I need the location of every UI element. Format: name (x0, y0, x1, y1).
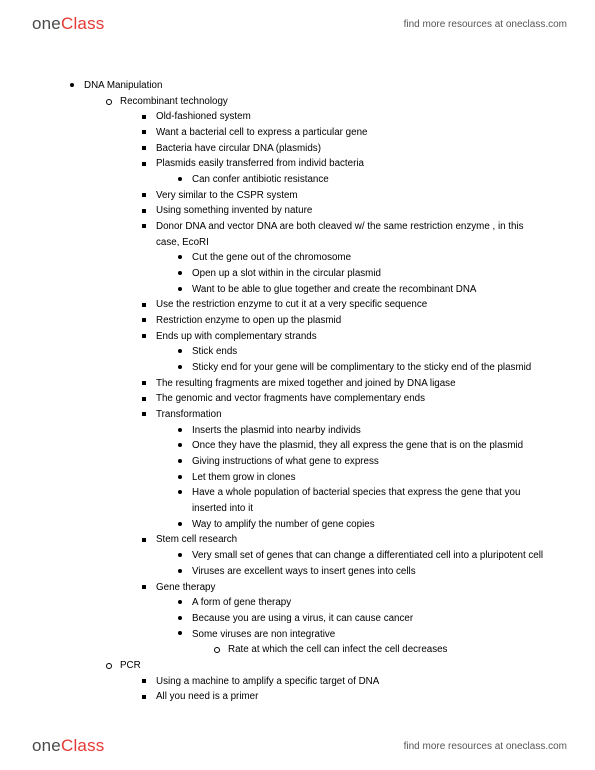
list-item: Once they have the plasmid, they all exp… (174, 438, 545, 454)
note-text: Inserts the plasmid into nearby individs (192, 425, 361, 436)
note-text: Use the restriction enzyme to cut it at … (156, 299, 427, 310)
note-text: Using a machine to amplify a specific ta… (156, 676, 379, 687)
list-item: Plasmids easily transferred from individ… (138, 156, 545, 187)
list-item: Sticky end for your gene will be complim… (174, 360, 545, 376)
section-title: DNA Manipulation (84, 80, 162, 91)
note-text: Can confer antibiotic resistance (192, 174, 329, 185)
subsection-title: PCR (120, 660, 141, 671)
note-text: Old-fashioned system (156, 111, 251, 122)
header-resource-link[interactable]: find more resources at oneclass.com (404, 19, 567, 30)
list-item: DNA Manipulation Recombinant technology … (66, 78, 545, 705)
page-header: oneClass find more resources at oneclass… (0, 14, 595, 34)
brand-part-one: one (32, 736, 61, 756)
list-item: Want a bacterial cell to express a parti… (138, 125, 545, 141)
note-text: Cut the gene out of the chromosome (192, 252, 351, 263)
list-item: Stick ends (174, 344, 545, 360)
note-text: Ends up with complementary strands (156, 331, 317, 342)
brand-part-class: Class (61, 736, 105, 756)
list-item: Have a whole population of bacterial spe… (174, 485, 545, 516)
list-item: Use the restriction enzyme to cut it at … (138, 297, 545, 313)
note-text: Plasmids easily transferred from individ… (156, 158, 364, 169)
note-text: Very similar to the CSPR system (156, 190, 298, 201)
note-text: Some viruses are non integrative (192, 629, 335, 640)
note-text: Sticky end for your gene will be complim… (192, 362, 531, 373)
footer-resource-link[interactable]: find more resources at oneclass.com (404, 741, 567, 752)
list-item: Restriction enzyme to open up the plasmi… (138, 313, 545, 329)
note-text: A form of gene therapy (192, 597, 291, 608)
list-item: Way to amplify the number of gene copies (174, 517, 545, 533)
list-item: The resulting fragments are mixed togeth… (138, 376, 545, 392)
list-item: The genomic and vector fragments have co… (138, 391, 545, 407)
list-item: Stem cell research Very small set of gen… (138, 532, 545, 579)
list-item: Using something invented by nature (138, 203, 545, 219)
list-item: Transformation Inserts the plasmid into … (138, 407, 545, 532)
list-item: Bacteria have circular DNA (plasmids) (138, 141, 545, 157)
list-item: Can confer antibiotic resistance (174, 172, 545, 188)
list-item: Old-fashioned system (138, 109, 545, 125)
brand-part-one: one (32, 14, 61, 34)
list-item: Viruses are excellent ways to insert gen… (174, 564, 545, 580)
list-item: All you need is a primer (138, 689, 545, 705)
list-item: Inserts the plasmid into nearby individs (174, 423, 545, 439)
note-text: Have a whole population of bacterial spe… (192, 487, 520, 514)
brand-logo-footer: oneClass (32, 736, 104, 756)
note-text: Want a bacterial cell to express a parti… (156, 127, 367, 138)
note-text: Very small set of genes that can change … (192, 550, 543, 561)
note-text: The genomic and vector fragments have co… (156, 393, 425, 404)
list-item: Some viruses are non integrative Rate at… (174, 627, 545, 658)
note-text: Way to amplify the number of gene copies (192, 519, 375, 530)
list-item: Recombinant technology Old-fashioned sys… (102, 94, 545, 658)
note-text: Want to be able to glue together and cre… (192, 284, 476, 295)
brand-part-class: Class (61, 14, 105, 34)
list-item: Open up a slot within in the circular pl… (174, 266, 545, 282)
note-text: Viruses are excellent ways to insert gen… (192, 566, 416, 577)
note-text: Let them grow in clones (192, 472, 295, 483)
note-text: Giving instructions of what gene to expr… (192, 456, 379, 467)
note-text: Using something invented by nature (156, 205, 312, 216)
brand-logo: oneClass (32, 14, 104, 34)
list-item: Let them grow in clones (174, 470, 545, 486)
note-text: Gene therapy (156, 582, 215, 593)
note-content: DNA Manipulation Recombinant technology … (66, 78, 545, 705)
note-text: Because you are using a virus, it can ca… (192, 613, 413, 624)
subsection-title: Recombinant technology (120, 96, 228, 107)
list-item: Ends up with complementary strands Stick… (138, 329, 545, 376)
list-item: Because you are using a virus, it can ca… (174, 611, 545, 627)
note-text: Open up a slot within in the circular pl… (192, 268, 381, 279)
note-text: Rate at which the cell can infect the ce… (228, 644, 447, 655)
list-item: Using a machine to amplify a specific ta… (138, 674, 545, 690)
list-item: PCR Using a machine to amplify a specifi… (102, 658, 545, 705)
list-item: A form of gene therapy (174, 595, 545, 611)
note-text: Once they have the plasmid, they all exp… (192, 440, 523, 451)
note-text: Transformation (156, 409, 222, 420)
list-item: Want to be able to glue together and cre… (174, 282, 545, 298)
note-text: The resulting fragments are mixed togeth… (156, 378, 456, 389)
note-text: All you need is a primer (156, 691, 258, 702)
list-item: Rate at which the cell can infect the ce… (210, 642, 545, 658)
note-text: Restriction enzyme to open up the plasmi… (156, 315, 341, 326)
note-text: Donor DNA and vector DNA are both cleave… (156, 221, 524, 248)
note-text: Stem cell research (156, 534, 237, 545)
note-text: Stick ends (192, 346, 237, 357)
list-item: Donor DNA and vector DNA are both cleave… (138, 219, 545, 297)
page-footer: oneClass find more resources at oneclass… (0, 736, 595, 756)
note-text: Bacteria have circular DNA (plasmids) (156, 143, 321, 154)
list-item: Cut the gene out of the chromosome (174, 250, 545, 266)
list-item: Very similar to the CSPR system (138, 188, 545, 204)
list-item: Gene therapy A form of gene therapy Beca… (138, 580, 545, 658)
list-item: Giving instructions of what gene to expr… (174, 454, 545, 470)
list-item: Very small set of genes that can change … (174, 548, 545, 564)
